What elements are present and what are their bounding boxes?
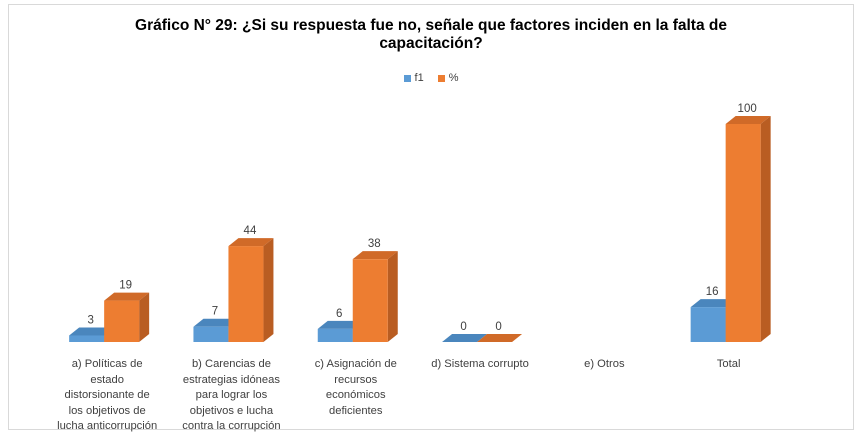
x-tick-label-2-line-2: económicos (325, 389, 386, 401)
x-tick-label-3-line-0: d) Sistema corrupto (431, 358, 529, 370)
bar-f1-0-top (69, 327, 115, 336)
data-label-percent-0: 19 (119, 280, 132, 292)
bar-f1-2-top (317, 320, 363, 329)
x-tick-label-1: b) Carencias de estrategias idóneas para l… (169, 357, 293, 435)
x-tick-label-3: d) Sistema corrupto (418, 357, 542, 373)
chart-title-line-2: capacitación? (379, 35, 483, 52)
chart-title-line-1: Gráfico N° 29: ¿Si su respuesta fue no, … (135, 17, 727, 34)
legend: f1 % (0, 72, 862, 84)
bar-f1-1-front (193, 326, 229, 342)
legend-label-percent: % (448, 72, 459, 84)
bar-f1-2-front (317, 328, 353, 342)
x-tick-label-0-line-4: lucha anticorrupción (57, 420, 158, 432)
bar-percent-1-top (228, 238, 274, 247)
legend-item-percent: % (437, 72, 459, 84)
x-tick-label-1-line-2: para lograr los (195, 389, 268, 401)
data-label-f1-5: 16 (706, 286, 719, 298)
x-tick-label-0-line-1: estado (90, 373, 124, 386)
legend-label-f1: f1 (414, 72, 424, 84)
x-tick-label-2-line-1: recursos (334, 373, 378, 386)
x-tick-label-2-line-0: c) Asignación de (314, 358, 397, 370)
bar-percent-2-top (352, 251, 398, 260)
legend-swatch-f1 (403, 74, 411, 82)
bar-f1-5-front (690, 307, 726, 342)
bar-percent-1-front (228, 246, 264, 342)
data-label-percent-1: 44 (244, 225, 257, 237)
bar-percent-0-front (104, 300, 140, 342)
data-label-percent-2: 38 (368, 238, 381, 250)
data-label-f1-3: 0 (460, 321, 466, 333)
x-tick-label-2: c) Asignación de recursos económicos defici… (294, 357, 418, 419)
bar-f1-1-top (193, 318, 239, 327)
x-tick-label-1-line-0: b) Carencias de (191, 358, 271, 370)
bar-percent-5-top (725, 116, 771, 124)
x-tick-label-2-line-3: deficientes (329, 404, 383, 417)
x-tick-label-0-line-3: los objetivos de (68, 404, 146, 417)
x-tick-label-0: a) Políticas de estado distorsionante de lo… (45, 357, 169, 435)
x-tick-label-5-line-0: Total (716, 358, 741, 370)
x-tick-label-1-line-3: objetivos e lucha (189, 404, 274, 417)
bar-percent-5-side (760, 116, 771, 342)
bar-percent-0-side (139, 292, 150, 342)
bar-percent-3-top (477, 334, 523, 342)
x-tick-label-1-line-1: estrategias idóneas (182, 373, 280, 386)
chart-title: Gráfico N° 29: ¿Si su respuesta fue no, … (0, 17, 862, 53)
bar-f1-3-top (442, 334, 488, 342)
bar-percent-2-side (387, 251, 398, 342)
data-label-f1-2: 6 (336, 308, 342, 320)
bar-f1-5-top (690, 299, 736, 308)
data-label-percent-5: 100 (738, 103, 757, 115)
x-tick-label-0-line-0: a) Políticas de (71, 358, 143, 370)
x-tick-label-4: e) Otros (542, 357, 666, 373)
legend-swatch-percent (437, 74, 445, 82)
x-tick-label-0-line-2: distorsionante de (64, 389, 150, 401)
data-label-f1-0: 3 (87, 314, 93, 326)
x-tick-label-1-line-4: contra la corrupción (182, 420, 281, 432)
data-label-f1-1: 7 (212, 306, 218, 318)
data-label-percent-3: 0 (495, 321, 501, 333)
x-tick-label-5: Total (667, 357, 791, 373)
chart-frame (8, 4, 854, 430)
bar-percent-5-front (725, 124, 761, 342)
bar-percent-1-side (263, 238, 274, 342)
legend-item-f1: f1 (403, 72, 424, 84)
bar-f1-0-front (69, 335, 105, 342)
bar-percent-2-front (352, 259, 388, 342)
x-tick-label-4-line-0: e) Otros (584, 358, 625, 370)
bar-percent-0-top (104, 292, 150, 301)
